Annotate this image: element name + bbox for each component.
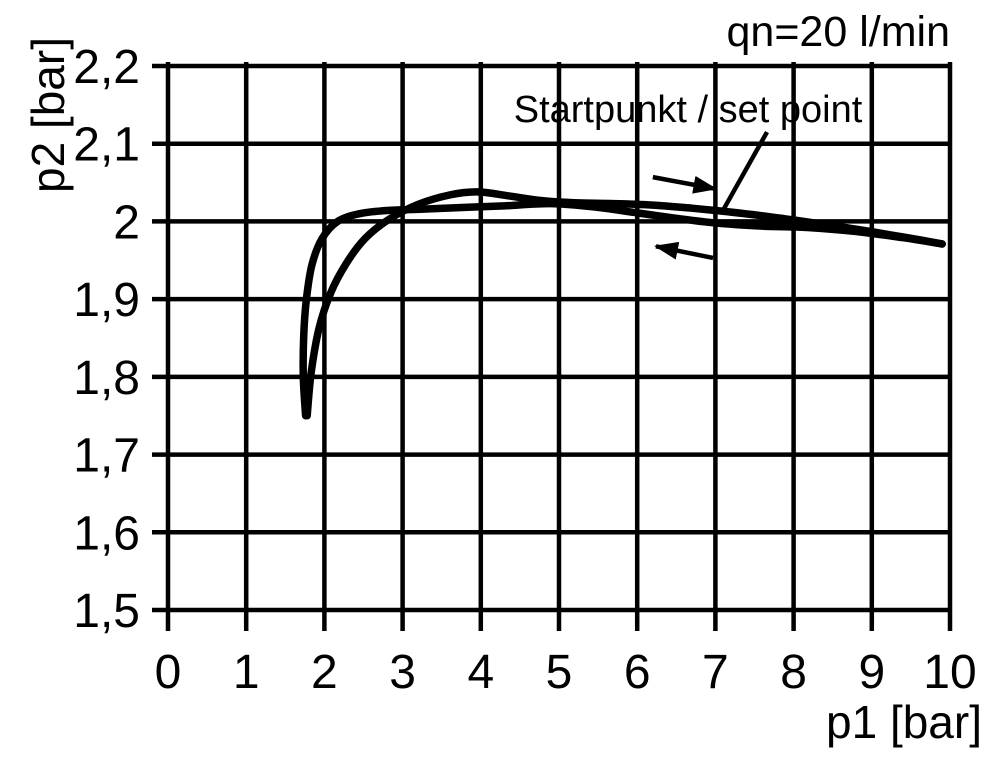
y-tick-label: 1,9 [73,274,140,327]
x-tick-label: 7 [702,646,729,699]
x-tick-label: 3 [389,646,416,699]
x-tick-label: 9 [858,646,885,699]
y-axis-title: p2 [bar] [22,37,74,193]
return-curve [299,199,946,420]
set-point-leader-line [720,130,769,213]
x-tick-label: 2 [311,646,338,699]
y-tick-label: 1,6 [73,507,140,560]
grid-lines [152,62,953,631]
characteristic-curves [299,188,946,420]
tick-labels: 0 1 2 3 4 5 6 7 8 9 101,51,61,71,81,922,12,2 [73,41,976,699]
y-tick-label: 2 [113,196,140,249]
forward-curve [303,188,946,420]
x-tick-label: 8 [780,646,807,699]
forward-direction-arrow [652,174,718,194]
y-tick-label: 2,1 [73,119,140,172]
x-tick-label: 4 [467,646,494,699]
flow-rate-label: qn=20 l/min [726,8,950,56]
y-tick-label: 1,7 [73,430,140,483]
y-tick-label: 2,2 [73,41,140,94]
x-tick-label: 6 [624,646,651,699]
set-point-annotation: Startpunkt / set point [514,89,863,131]
x-tick-label: 10 [923,646,976,699]
x-axis-title: p1 [bar] [826,696,982,748]
return-direction-arrow [654,241,714,261]
x-tick-label: 5 [546,646,573,699]
x-tick-label: 1 [233,646,260,699]
y-tick-label: 1,5 [73,585,140,638]
y-tick-label: 1,8 [73,352,140,405]
x-tick-label: 0 [155,646,182,699]
annotation-lines [652,130,769,261]
